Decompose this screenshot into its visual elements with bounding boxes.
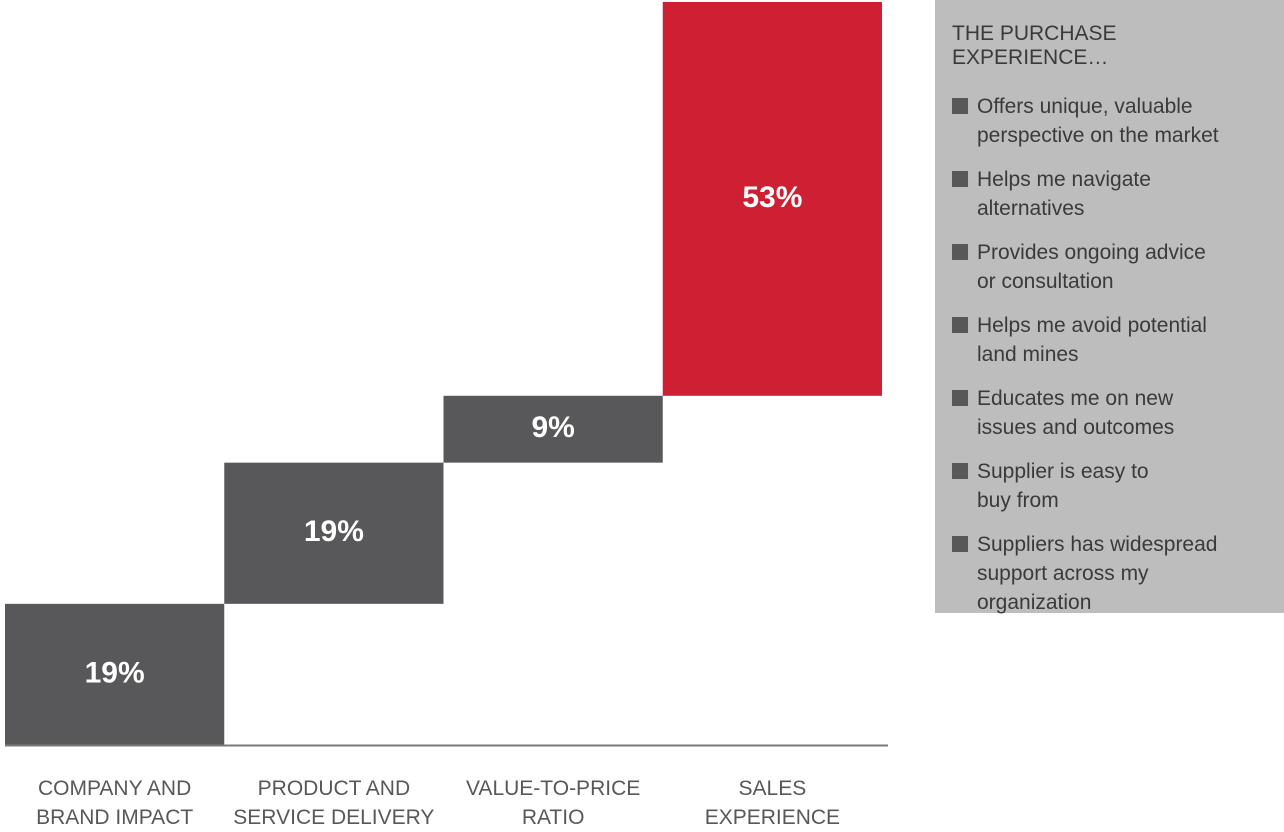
value-label: 19% bbox=[304, 515, 364, 548]
legend-item: Helps me navigate alternatives bbox=[952, 165, 1268, 223]
legend-item: Offers unique, valuable perspective on t… bbox=[952, 92, 1268, 150]
legend-item: Supplier is easy to buy from bbox=[952, 457, 1268, 515]
legend-swatch bbox=[952, 536, 968, 552]
legend-swatch bbox=[952, 317, 968, 333]
bar bbox=[224, 462, 444, 604]
legend: THE PURCHASE EXPERIENCE… Offers unique, … bbox=[935, 0, 1284, 614]
x-tick-label: PRODUCT AND SERVICE DELIVERY bbox=[233, 777, 435, 829]
legend-swatch bbox=[952, 244, 968, 260]
bar bbox=[443, 395, 663, 463]
legend-text: Helps me navigate alternatives bbox=[977, 168, 1151, 220]
x-tick-label: COMPANY AND BRAND IMPACT bbox=[36, 777, 194, 829]
chart: 19% 19% 9% 53% bbox=[5, 2, 888, 747]
legend-title: THE PURCHASE EXPERIENCE… bbox=[952, 22, 1117, 69]
legend-text: Supplier is easy to buy from bbox=[977, 460, 1149, 512]
legend-text: Suppliers has widespread support across … bbox=[977, 533, 1218, 614]
x-tick-label: VALUE-TO-PRICE RATIO bbox=[465, 777, 641, 829]
legend-item: Provides ongoing advice or consultation bbox=[952, 238, 1268, 296]
legend-item: Educates me on new issues and outcomes bbox=[952, 384, 1268, 442]
legend-text: Helps me avoid potential land mines bbox=[977, 314, 1207, 366]
legend-item: Helps me avoid potential land mines bbox=[952, 311, 1268, 369]
legend-swatch bbox=[952, 171, 968, 187]
value-label: 9% bbox=[531, 411, 574, 444]
legend-text: Educates me on new issues and outcomes bbox=[977, 387, 1175, 439]
legend-text: Provides ongoing advice or consultation bbox=[977, 241, 1206, 293]
legend-item: Suppliers has widespread support across … bbox=[952, 530, 1268, 617]
bar bbox=[5, 603, 225, 745]
legend-text: Offers unique, valuable perspective on t… bbox=[977, 95, 1219, 147]
legend-swatch bbox=[952, 390, 968, 406]
legend-swatch bbox=[952, 463, 968, 479]
x-tick-label: SALES EXPERIENCE bbox=[704, 777, 841, 829]
legend-swatch bbox=[952, 98, 968, 114]
bar bbox=[662, 2, 882, 396]
value-label: 19% bbox=[85, 656, 145, 689]
value-label: 53% bbox=[742, 181, 802, 214]
